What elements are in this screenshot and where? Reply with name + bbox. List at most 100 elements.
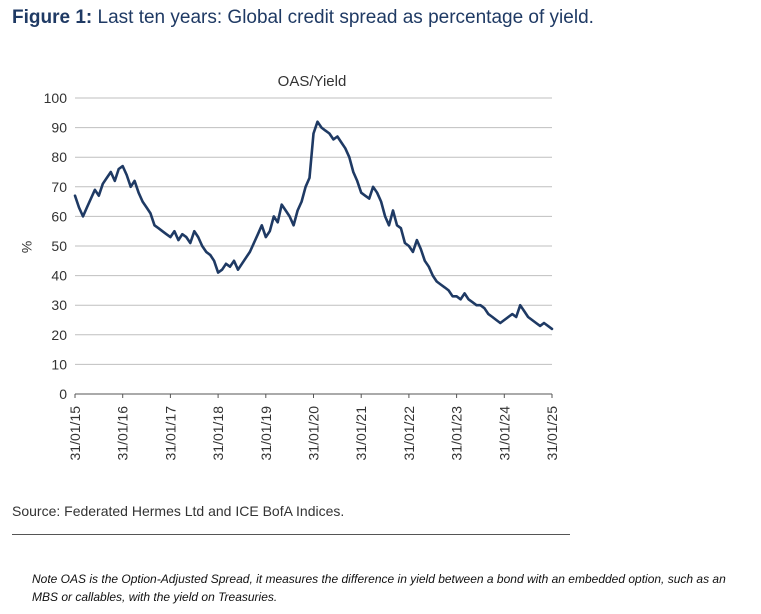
data-point <box>201 245 204 247</box>
data-point <box>257 233 259 236</box>
x-tick-label: 31/01/22 <box>401 406 417 461</box>
data-point <box>539 325 541 327</box>
data-point <box>105 177 108 179</box>
data-point <box>300 200 303 203</box>
data-point <box>324 129 327 132</box>
data-point <box>431 274 434 277</box>
data-point <box>229 265 231 268</box>
data-point <box>86 206 88 209</box>
data-point <box>344 147 347 150</box>
x-tick-label: 31/01/19 <box>258 406 274 461</box>
y-tick-labels: 0 10 20 30 40 50 60 70 80 90 100 <box>44 90 68 402</box>
y-tick-label: 30 <box>51 297 67 313</box>
x-tick-label: 31/01/24 <box>496 406 512 461</box>
data-point <box>153 224 156 227</box>
y-tick-label: 50 <box>51 238 67 254</box>
data-point <box>503 319 506 321</box>
data-point <box>169 236 172 239</box>
data-point <box>237 268 239 271</box>
source-note: Source: Federated Hermes Ltd and ICE Bof… <box>12 503 345 519</box>
data-point <box>412 251 414 253</box>
data-point <box>264 236 267 239</box>
data-point <box>177 239 180 242</box>
data-point <box>352 171 355 173</box>
y-tick-label: 90 <box>51 120 67 136</box>
data-point <box>471 301 474 304</box>
data-point <box>455 295 458 298</box>
data-point <box>404 242 406 244</box>
data-point <box>388 224 390 227</box>
data-point <box>213 259 216 262</box>
y-tick-label: 40 <box>51 268 67 284</box>
data-point <box>527 316 529 318</box>
data-point <box>197 236 200 239</box>
data-point <box>253 242 255 244</box>
data-point <box>451 295 454 298</box>
y-axis-label: % <box>19 241 35 253</box>
data-point <box>117 168 120 170</box>
data-point <box>535 322 537 324</box>
data-point <box>260 224 263 227</box>
grid-lines <box>75 97 552 395</box>
data-point <box>439 283 442 286</box>
x-tick-label: 31/01/17 <box>162 406 178 461</box>
data-point <box>189 242 192 244</box>
x-tick-labels: 31/01/15 31/01/16 31/01/17 31/01/18 31/01/19… <box>67 394 560 461</box>
data-point <box>483 307 486 310</box>
data-point <box>161 230 164 233</box>
data-point <box>141 200 144 203</box>
data-point <box>487 313 490 315</box>
x-tick-label: 31/01/20 <box>306 406 322 461</box>
series-line <box>73 120 554 331</box>
data-point <box>185 236 188 239</box>
data-point <box>268 230 271 233</box>
data-point <box>368 197 371 200</box>
data-point <box>523 310 526 312</box>
data-point <box>459 298 462 301</box>
data-point <box>129 185 132 188</box>
x-tick-label: 31/01/25 <box>544 406 560 461</box>
data-point <box>463 292 466 295</box>
data-point <box>233 259 235 262</box>
data-point <box>78 206 80 209</box>
data-point <box>101 182 104 185</box>
data-point <box>419 248 422 250</box>
divider <box>12 534 570 535</box>
data-point <box>121 165 124 167</box>
data-point <box>109 171 112 173</box>
y-tick-label: 80 <box>51 149 67 165</box>
data-point <box>288 215 291 218</box>
data-point <box>543 322 545 324</box>
y-tick-label: 70 <box>51 179 67 195</box>
data-point <box>221 268 224 271</box>
data-point <box>447 289 450 292</box>
data-point <box>340 141 343 144</box>
series-layer <box>73 120 554 331</box>
x-tick-label: 31/01/21 <box>353 406 369 461</box>
data-point <box>316 120 319 123</box>
data-point <box>205 251 208 253</box>
data-point <box>241 262 243 265</box>
data-point <box>133 180 136 182</box>
data-point <box>165 233 168 236</box>
y-tick-label: 10 <box>51 356 67 372</box>
data-point <box>531 319 533 321</box>
data-point <box>217 271 220 274</box>
figure-title-text: Last ten years: Global credit spread as … <box>97 7 594 28</box>
data-point <box>356 180 359 182</box>
data-point <box>336 135 339 138</box>
data-point <box>280 203 283 206</box>
data-point <box>396 224 398 227</box>
data-point <box>507 316 510 318</box>
data-point <box>408 245 410 247</box>
y-tick-label: 20 <box>51 327 67 343</box>
data-point <box>380 200 382 203</box>
chart: 0 10 20 30 40 50 60 70 80 90 100 31/01/15 31/01/16 3… <box>0 64 600 484</box>
data-point <box>423 259 426 262</box>
x-tick-label: 31/01/23 <box>449 406 465 461</box>
data-point <box>312 132 315 135</box>
data-point <box>149 212 152 215</box>
data-point <box>157 227 160 230</box>
data-point <box>360 191 363 194</box>
